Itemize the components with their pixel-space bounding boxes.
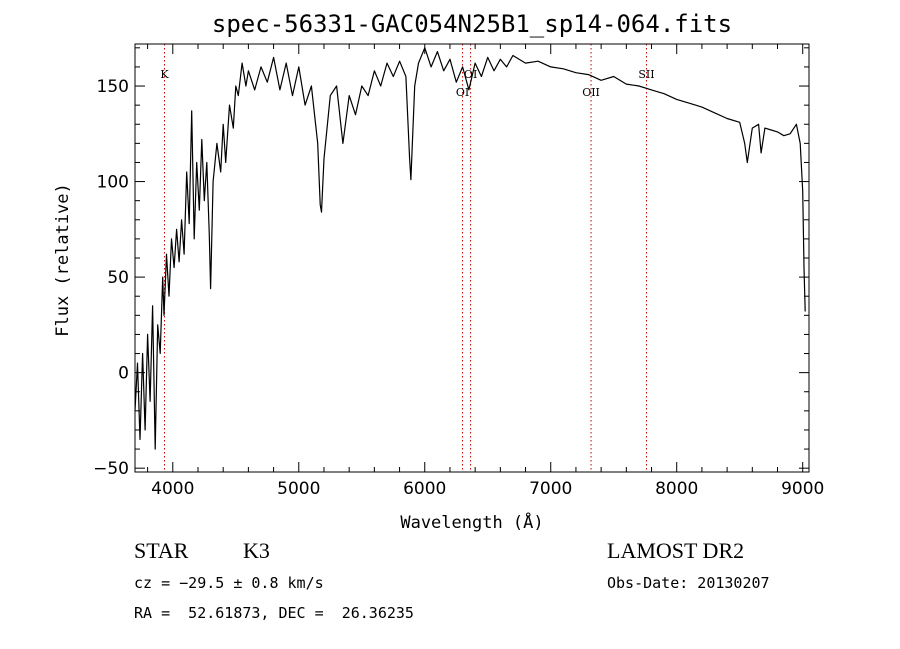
- object-subclass: K3: [243, 538, 270, 563]
- spectrum-series: [134, 47, 806, 450]
- y-tick-label: 0: [118, 364, 129, 384]
- y-tick-label: 50: [107, 268, 129, 288]
- x-axis-label: Wavelength (Å): [400, 511, 543, 533]
- y-axis-label: Flux (relative): [53, 183, 73, 337]
- redshift-text: cz = −29.5 ± 0.8 km/s: [134, 574, 324, 592]
- spectral-line-label: OII: [582, 86, 600, 99]
- spectral-line-label: OI: [464, 68, 477, 81]
- x-tick-label: 8000: [655, 479, 698, 499]
- ra-dec: RA = 52.61873, DEC = 26.36235: [134, 604, 414, 622]
- y-tick-label: −50: [93, 459, 129, 479]
- spectral-line-label: K: [160, 68, 169, 81]
- y-tick-label: 150: [97, 77, 129, 97]
- obs-date: Obs-Date: 20130207: [607, 574, 770, 592]
- spectrum-line: [134, 47, 806, 450]
- x-tick-label: 7000: [529, 479, 572, 499]
- spectral-line-label: OI: [456, 86, 469, 99]
- spectral-line-markers: K OI OI OII SII: [160, 44, 655, 472]
- spectral-line-label: SII: [638, 68, 654, 81]
- y-tick-label: 100: [97, 173, 129, 193]
- x-tick-label: 5000: [277, 479, 320, 499]
- x-tick-label: 9000: [781, 479, 824, 499]
- chart-title: spec-56331-GAC054N25B1_sp14-064.fits: [212, 10, 732, 38]
- object-class: STAR: [134, 538, 189, 563]
- survey-name: LAMOST DR2: [607, 538, 745, 563]
- x-tick-label: 6000: [403, 479, 446, 499]
- x-tick-label: 4000: [151, 479, 194, 499]
- plot-frame: [134, 43, 810, 473]
- axis-ticks: 4000 5000 6000 7000 8000 9000 −50 0 50 100 150: [93, 44, 824, 499]
